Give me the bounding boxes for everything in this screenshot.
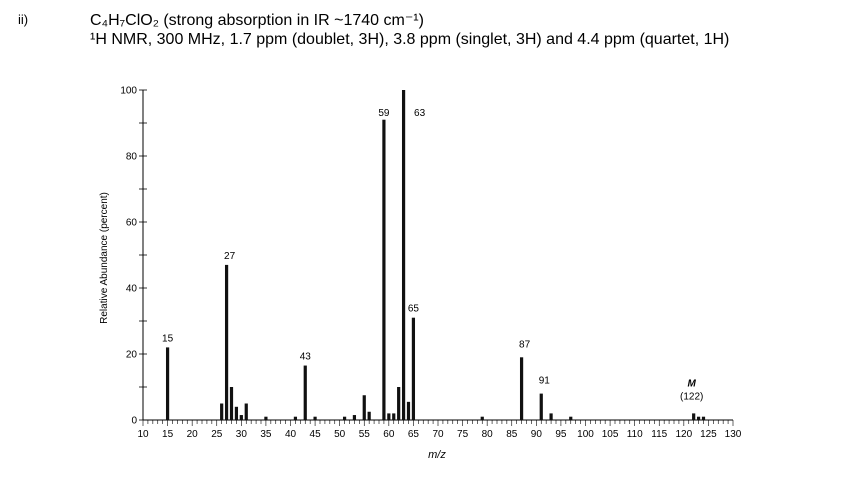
peak-bar <box>569 416 573 420</box>
peak-bar <box>313 416 317 420</box>
peak-bar <box>234 406 239 420</box>
peak-bar <box>401 90 406 420</box>
x-tick-label: 70 <box>432 429 444 440</box>
x-tick-label: 10 <box>137 429 149 440</box>
x-tick-label: 20 <box>187 429 199 440</box>
x-axis-label: m/z <box>428 449 446 461</box>
chart-peak-labels: 15 27 43 59 63 65 87 91 M (122) <box>162 108 703 402</box>
molecular-ion-mass: (122) <box>680 391 703 402</box>
peak-bar <box>264 416 268 420</box>
peak-label: 91 <box>539 376 551 387</box>
peak-bar <box>397 387 401 420</box>
x-tick-label: 130 <box>725 429 742 440</box>
y-axis-label: Relative Abundance (percent) <box>99 192 110 324</box>
peak-label: 15 <box>162 333 174 344</box>
x-tick-label: 85 <box>506 429 518 440</box>
peak-bar <box>696 416 701 420</box>
x-tick-label: 65 <box>408 429 420 440</box>
x-tick-label: 120 <box>675 429 692 440</box>
peak-bar <box>692 413 696 420</box>
problem-number: ii) <box>18 12 29 27</box>
x-tick-label: 95 <box>555 429 567 440</box>
chart-bars <box>165 90 706 420</box>
y-tick-label: 0 <box>131 416 137 427</box>
nmr-line: ¹H NMR, 300 MHz, 1.7 ppm (doublet, 3H), … <box>90 31 730 48</box>
peak-bar <box>244 403 248 420</box>
x-tick-label: 40 <box>285 429 297 440</box>
peak-bar <box>549 413 553 420</box>
formula-line: C₄H₇ClO₂ (strong absorption in IR ~1740 … <box>90 12 424 29</box>
peak-bar <box>367 411 371 420</box>
x-tick-label: 45 <box>310 429 322 440</box>
x-tick-label: 15 <box>162 429 174 440</box>
x-tick-label: 30 <box>236 429 248 440</box>
peak-bar <box>480 416 484 420</box>
x-tick-label: 125 <box>700 429 717 440</box>
y-tick-label: 80 <box>126 152 138 163</box>
peak-bar <box>519 357 524 420</box>
x-tick-label: 60 <box>383 429 395 440</box>
peak-bar <box>387 413 391 420</box>
peak-bar <box>220 403 224 420</box>
x-tick-label: 100 <box>577 429 594 440</box>
x-tick-label: 110 <box>627 429 643 440</box>
chart-axes: 10 15 20 25 30 35 40 45 50 55 60 65 70 75 80 85 90 95 100 1… <box>120 86 741 441</box>
peak-bar <box>229 387 234 420</box>
peak-bar <box>539 393 543 420</box>
peak-bar <box>406 401 411 420</box>
y-tick-label: 60 <box>126 218 138 229</box>
x-tick-label: 75 <box>457 429 469 440</box>
x-tick-label: 25 <box>211 429 223 440</box>
peak-label: 87 <box>519 339 531 350</box>
x-tick-label: 55 <box>359 429 371 440</box>
peak-label: 59 <box>378 108 390 119</box>
peak-bar <box>701 416 706 420</box>
peak-bar <box>293 416 298 420</box>
peak-label: 63 <box>414 108 426 119</box>
y-tick-label: 40 <box>126 284 138 295</box>
peak-bar <box>362 395 366 420</box>
peak-bar <box>224 264 229 420</box>
peak-bar <box>411 317 416 420</box>
x-tick-label: 35 <box>260 429 272 440</box>
molecular-ion-symbol: M <box>687 378 696 389</box>
x-tick-label: 105 <box>602 429 619 440</box>
peak-bar <box>239 415 243 420</box>
peak-label: 27 <box>224 251 236 262</box>
peak-label: 43 <box>300 352 312 363</box>
peak-bar <box>342 416 347 420</box>
x-tick-label: 50 <box>334 429 346 440</box>
x-tick-label: 115 <box>651 429 667 440</box>
x-tick-label: 90 <box>531 429 543 440</box>
peak-bar <box>303 365 307 420</box>
peak-bar <box>392 413 396 420</box>
peak-bar <box>352 415 357 420</box>
peak-bar <box>165 347 170 420</box>
x-tick-label: 80 <box>482 429 494 440</box>
y-tick-label: 20 <box>126 350 138 361</box>
peak-label: 65 <box>408 304 420 315</box>
peak-bar <box>382 119 386 420</box>
y-tick-label: 100 <box>120 86 137 97</box>
